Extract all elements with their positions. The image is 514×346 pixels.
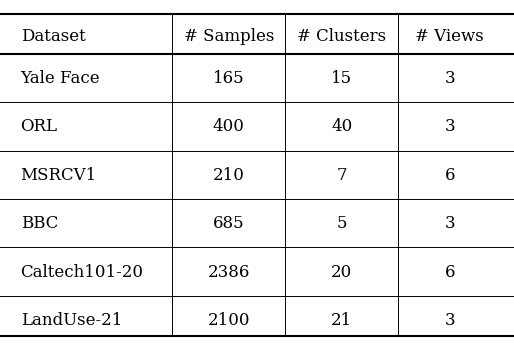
- Text: # Views: # Views: [415, 28, 484, 45]
- Text: Caltech101-20: Caltech101-20: [21, 264, 143, 281]
- Text: 15: 15: [331, 70, 353, 87]
- Text: 3: 3: [445, 118, 455, 136]
- Text: MSRCV1: MSRCV1: [21, 167, 97, 184]
- Text: 21: 21: [331, 312, 353, 329]
- Text: 3: 3: [445, 215, 455, 233]
- Text: # Samples: # Samples: [183, 28, 274, 45]
- Text: 20: 20: [331, 264, 353, 281]
- Text: 400: 400: [213, 118, 245, 136]
- Text: ORL: ORL: [21, 118, 58, 136]
- Text: LandUse-21: LandUse-21: [21, 312, 122, 329]
- Text: 210: 210: [213, 167, 245, 184]
- Text: 2100: 2100: [208, 312, 250, 329]
- Text: BBC: BBC: [21, 215, 58, 233]
- Text: 2386: 2386: [208, 264, 250, 281]
- Text: 165: 165: [213, 70, 245, 87]
- Text: 685: 685: [213, 215, 245, 233]
- Text: 6: 6: [445, 264, 455, 281]
- Text: 7: 7: [337, 167, 347, 184]
- Text: 3: 3: [445, 312, 455, 329]
- Text: 6: 6: [445, 167, 455, 184]
- Text: 5: 5: [337, 215, 347, 233]
- Text: Yale Face: Yale Face: [21, 70, 100, 87]
- Text: 3: 3: [445, 70, 455, 87]
- Text: Dataset: Dataset: [21, 28, 85, 45]
- Text: 40: 40: [331, 118, 353, 136]
- Text: # Clusters: # Clusters: [297, 28, 387, 45]
